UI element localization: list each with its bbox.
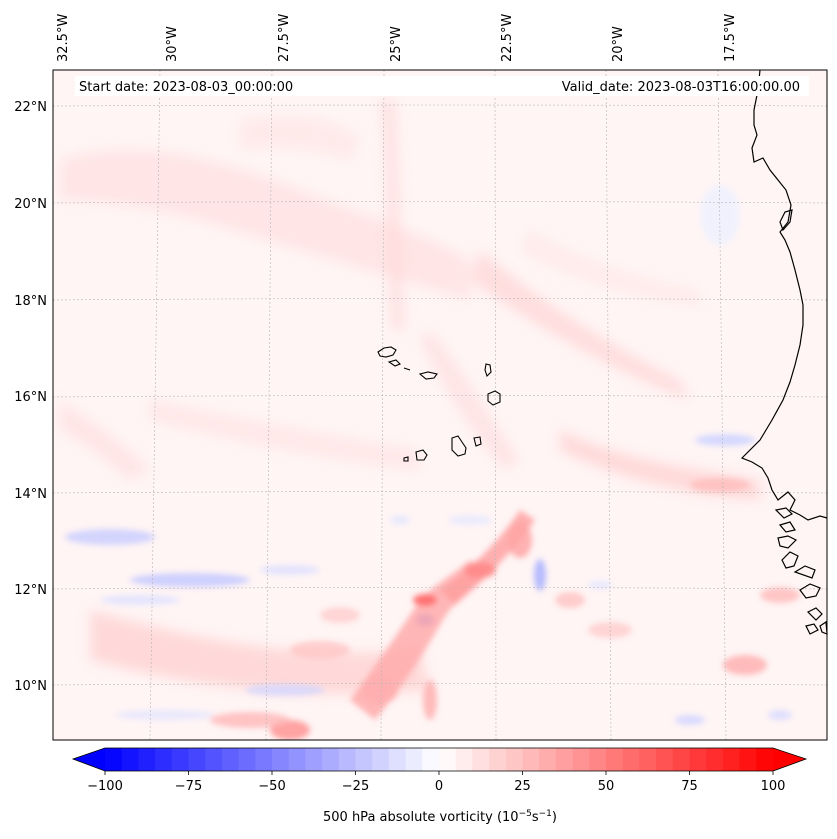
colorbar-segment (606, 748, 624, 771)
lat-label-18n: 18°N (14, 294, 47, 309)
colorbar-segment (455, 748, 473, 771)
vorticity-field (60, 100, 800, 740)
colorbar-tick-label: 100 (761, 779, 786, 794)
island-santa-luzia (403, 367, 411, 371)
map-area[interactable]: Start date: 2023-08-03_00:00:00 Valid_da… (52, 69, 828, 741)
colorbar-segment (338, 748, 357, 771)
colorbar-segment (639, 748, 657, 771)
lon-label-30w: 30°W (165, 26, 180, 62)
colorbar-tick-label: 25 (514, 779, 531, 794)
map-border (52, 69, 828, 741)
lon-label-17-5w: 17.5°W (723, 14, 738, 62)
colorbar-segment (272, 748, 290, 771)
colorbar-segment (756, 748, 774, 771)
valid-date-box (315, 76, 809, 96)
colorbar-segment (238, 748, 256, 771)
colorbar-tick-label: 50 (598, 779, 615, 794)
colorbar-segment (505, 748, 524, 771)
lat-label-14n: 14°N (14, 487, 47, 502)
lat-label-20n: 20°N (14, 197, 47, 212)
colorbar-segment (656, 748, 674, 771)
colorbar-segment (288, 748, 306, 771)
longitude-labels: 32.5°W 30°W 27.5°W 25°W 22.5°W 20°W 17.5… (56, 14, 738, 62)
colorbar-segment (405, 748, 423, 771)
colorbar-segment (706, 748, 724, 771)
colorbar-min-extend-arrow (73, 748, 105, 771)
colorbar-segment (171, 748, 190, 771)
colorbar-segment (205, 748, 223, 771)
colorbar-label: 500 hPa absolute vorticity (10−5s−1) (323, 809, 557, 825)
colorbar-tick-label: 0 (435, 779, 443, 794)
colorbar-segment (689, 748, 707, 771)
colorbar-segment (539, 748, 557, 771)
colorbar-segment (422, 748, 440, 771)
colorbar-segments (105, 748, 774, 771)
colorbar-segment (255, 748, 273, 771)
colorbar-max-extend-arrow (773, 748, 806, 771)
colorbar-segment (572, 748, 590, 771)
island-sal (484, 363, 492, 378)
colorbar-segment (305, 748, 323, 771)
colorbar-segment (622, 748, 640, 771)
colorbar-tick-label: −75 (175, 779, 202, 794)
island-sao-vicente (387, 359, 401, 367)
island-maio (473, 436, 482, 447)
lon-label-25w: 25°W (389, 26, 404, 62)
lat-label-22n: 22°N (14, 100, 47, 115)
colorbar-segment (355, 748, 373, 771)
island-sao-nicolau (418, 371, 438, 380)
lon-label-20w: 20°W (611, 26, 626, 62)
colorbar-segment (722, 748, 741, 771)
colorbar-segment (555, 748, 574, 771)
colorbar-segment (322, 748, 340, 771)
colorbar-segment (188, 748, 206, 771)
colorbar-ticks: −100 −75 −50 −25 0 25 50 75 100 (87, 771, 785, 794)
colorbar-segment (155, 748, 173, 771)
colorbar-segment (372, 748, 390, 771)
colorbar: −100 −75 −50 −25 0 25 50 75 100 500 hPa absolute… (71, 747, 808, 825)
colorbar-segment (388, 748, 407, 771)
latitude-labels: 22°N 20°N 18°N 16°N 14°N 12°N 10°N (14, 100, 47, 694)
colorbar-segment (439, 748, 457, 771)
start-date-text: Start date: 2023-08-03_00:00:00 (79, 80, 293, 95)
colorbar-segment (472, 748, 490, 771)
west-africa-coastline (740, 69, 828, 635)
island-santiago (451, 435, 467, 457)
lon-label-27-5w: 27.5°W (277, 14, 292, 62)
colorbar-tick-label: 75 (681, 779, 698, 794)
island-fogo (415, 449, 428, 461)
colorbar-segment (138, 748, 156, 771)
lat-label-16n: 16°N (14, 390, 47, 405)
lon-label-32-5w: 32.5°W (56, 14, 71, 62)
island-santo-antao (377, 346, 397, 358)
island-boa-vista (487, 390, 501, 406)
start-date-box (75, 76, 315, 96)
lat-label-10n: 10°N (14, 679, 47, 694)
colorbar-tick-label: −25 (342, 779, 369, 794)
colorbar-segment (522, 748, 540, 771)
valid-date-text: Valid_date: 2023-08-03T16:00:00.00 (562, 80, 800, 95)
colorbar-tick-label: −50 (258, 779, 285, 794)
colorbar-tick-label: −100 (87, 779, 123, 794)
colorbar-segment (589, 748, 607, 771)
colorbar-segment (672, 748, 691, 771)
colorbar-segment (739, 748, 757, 771)
colorbar-segment (121, 748, 139, 771)
colorbar-segment (105, 748, 123, 771)
lat-label-12n: 12°N (14, 583, 47, 598)
island-brava (403, 456, 409, 462)
cape-verde-islands (377, 346, 501, 462)
positive-vorticity-broad (60, 100, 760, 694)
lon-label-22-5w: 22.5°W (500, 14, 515, 62)
colorbar-segment (221, 748, 240, 771)
colorbar-segment (489, 748, 507, 771)
